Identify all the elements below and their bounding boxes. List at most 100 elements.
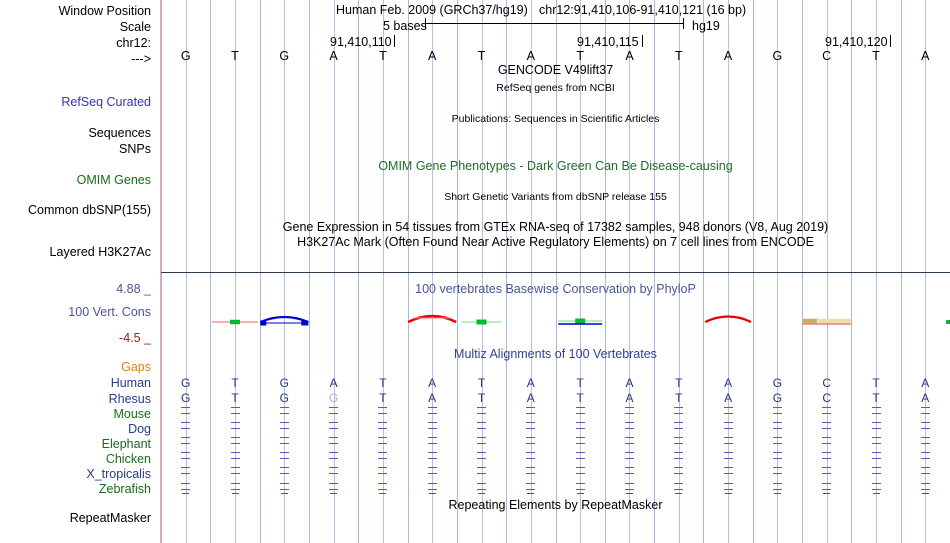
base-letter: T	[576, 49, 584, 63]
label-window-position[interactable]: Window Position	[58, 4, 151, 18]
alignment-base: A	[428, 376, 437, 390]
alignment-base: T	[231, 391, 239, 405]
alignment-gap-mark	[526, 437, 536, 444]
alignment-gap-mark	[378, 483, 388, 490]
alignment-gap-mark	[378, 422, 388, 429]
alignment-gap-mark	[526, 407, 536, 414]
label-layered-h3k27ac[interactable]: Layered H3K27Ac	[49, 245, 151, 259]
ruler-tick-label-1: 91,410,110	[330, 35, 392, 49]
title-h3k27ac[interactable]: H3K27Ac Mark (Often Found Near Active Re…	[297, 235, 814, 249]
assembly-title: Human Feb. 2009 (GRCh37/hg19)	[336, 3, 528, 17]
alignment-gap-mark	[427, 407, 437, 414]
phylop-conservation-plot[interactable]	[161, 300, 950, 360]
label-scale[interactable]: Scale	[119, 20, 151, 34]
alignment-gap-mark	[575, 467, 585, 474]
title-publications[interactable]: Publications: Sequences in Scientific Ar…	[451, 113, 660, 125]
alignment-gap-mark	[822, 437, 832, 444]
alignment-base: T	[872, 391, 880, 405]
label-chicken[interactable]: Chicken	[105, 452, 151, 466]
label-sequences[interactable]: Sequences	[88, 126, 151, 140]
label-dog[interactable]: Dog	[128, 422, 151, 436]
alignment-gap-mark	[575, 452, 585, 459]
base-letter: A	[921, 49, 930, 63]
scale-tick-right	[683, 18, 684, 29]
repeat-tick	[428, 493, 436, 495]
alignment-gap-mark	[723, 467, 733, 474]
label-mouse[interactable]: Mouse	[113, 407, 151, 421]
repeat-tick	[626, 493, 633, 495]
alignment-gap-mark	[279, 407, 289, 414]
label-100-vert-cons[interactable]: 100 Vert. Cons	[68, 305, 151, 319]
alignment-base: A	[625, 376, 634, 390]
repeat-tick	[379, 493, 387, 495]
alignment-base: C	[822, 391, 832, 405]
alignment-gap-mark	[427, 437, 437, 444]
label-elephant[interactable]: Elephant	[101, 437, 151, 451]
alignment-gap-mark	[772, 407, 782, 414]
alignment-base: A	[724, 391, 733, 405]
alignment-gap-mark	[920, 422, 930, 429]
base-letter: A	[723, 49, 733, 63]
alignment-gap-mark	[427, 452, 437, 459]
alignment-gap-mark	[723, 452, 733, 459]
label-human[interactable]: Human	[110, 376, 151, 390]
alignment-gap-mark	[526, 422, 536, 429]
label-refseq-curated[interactable]: RefSeq Curated	[61, 95, 151, 109]
center-guide-line	[160, 0, 161, 543]
alignment-gap-mark	[378, 407, 388, 414]
alignment-gap-mark	[723, 407, 733, 414]
alignment-base: T	[477, 376, 486, 390]
alignment-gap-mark	[625, 422, 634, 429]
title-multiz[interactable]: Multiz Alignments of 100 Vertebrates	[454, 347, 657, 361]
label-gaps[interactable]: Gaps	[121, 360, 151, 374]
alignment-gap-mark	[674, 437, 684, 444]
title-omim[interactable]: OMIM Gene Phenotypes - Dark Green Can Be…	[378, 159, 733, 173]
alignment-gap-mark	[477, 422, 486, 429]
repeat-tick	[330, 493, 338, 495]
label-zebrafish[interactable]: Zebrafish	[98, 482, 151, 496]
label-chrom[interactable]: chr12:	[116, 36, 151, 50]
ruler-tick-mark-1	[394, 35, 395, 47]
alignment-gap-mark	[920, 467, 930, 474]
alignment-gap-mark	[230, 422, 240, 429]
alignment-gap-mark	[674, 407, 684, 414]
label-common-dbsnp[interactable]: Common dbSNP(155)	[28, 203, 151, 217]
alignment-gap-mark	[822, 452, 832, 459]
base-letter: G	[180, 49, 191, 63]
title-gencode[interactable]: GENCODE V49lift37	[497, 63, 614, 77]
repeat-tick	[872, 493, 880, 495]
alignment-gap-mark	[871, 437, 881, 444]
alignment-gap-mark	[378, 437, 388, 444]
label-omim-genes[interactable]: OMIM Genes	[76, 173, 151, 187]
ruler-tick-mark-3	[890, 35, 891, 47]
alignment-gap-mark	[230, 407, 240, 414]
repeat-tick	[478, 493, 485, 495]
label-repeatmasker[interactable]: RepeatMasker	[69, 511, 151, 525]
alignment-base: T	[576, 391, 584, 405]
title-refseq[interactable]: RefSeq genes from NCBI	[496, 82, 615, 94]
alignment-gap-mark	[526, 483, 536, 490]
title-repeatmasker[interactable]: Repeating Elements by RepeatMasker	[448, 498, 663, 512]
base-letter: A	[329, 49, 338, 63]
alignment-gap-mark	[279, 437, 289, 444]
label-x-tropicalis[interactable]: X_tropicalis	[86, 467, 151, 481]
alignment-base: G	[279, 376, 289, 390]
alignment-gap-mark	[723, 483, 733, 490]
label-conservation-min: -4.5 _	[119, 331, 151, 345]
alignment-gap-mark	[378, 467, 388, 474]
repeat-tick	[527, 493, 535, 495]
title-dbsnp[interactable]: Short Genetic Variants from dbSNP releas…	[444, 191, 667, 203]
alignment-gap-mark	[772, 483, 782, 490]
alignment-base: A	[329, 376, 338, 390]
alignment-gap-mark	[181, 467, 191, 474]
label-rhesus[interactable]: Rhesus	[108, 392, 151, 406]
title-gtex[interactable]: Gene Expression in 54 tissues from GTEx …	[282, 220, 829, 234]
alignment-base: A	[921, 391, 930, 405]
title-phylop[interactable]: 100 vertebrates Basewise Conservation by…	[415, 282, 696, 296]
window-position-text: chr12:91,410,106-91,410,121 (16 bp)	[539, 3, 747, 17]
alignment-gap-mark	[625, 407, 634, 414]
alignment-gap-mark	[871, 422, 881, 429]
alignment-base: T	[477, 391, 486, 405]
label-snps[interactable]: SNPs	[119, 142, 151, 156]
alignment-gap-mark	[822, 483, 832, 490]
